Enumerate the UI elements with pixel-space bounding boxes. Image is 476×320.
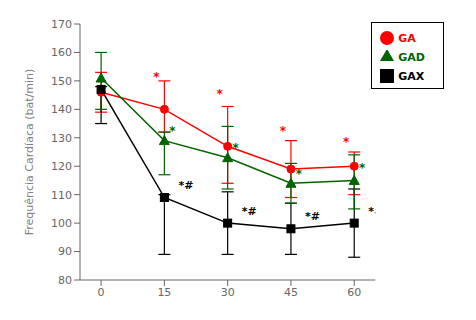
svg-text:60: 60 <box>347 286 361 299</box>
svg-text:150: 150 <box>51 75 72 88</box>
svg-text:140: 140 <box>51 103 72 116</box>
svg-text:130: 130 <box>51 132 72 145</box>
svg-text:90: 90 <box>58 245 72 258</box>
svg-text:120: 120 <box>51 160 72 173</box>
svg-text:0: 0 <box>98 286 105 299</box>
svg-text:*: * <box>280 124 287 138</box>
svg-text:45: 45 <box>284 286 298 299</box>
svg-text:160: 160 <box>51 46 72 59</box>
svg-text:110: 110 <box>51 189 72 202</box>
svg-text:30: 30 <box>221 286 235 299</box>
html-text:GAX: GAX <box>398 70 425 83</box>
svg-text:*: * <box>359 161 366 175</box>
svg-text:*: * <box>217 87 224 101</box>
svg-text:*: * <box>343 135 350 149</box>
svg-text:*: * <box>169 124 176 138</box>
svg-text:170: 170 <box>51 18 72 31</box>
svg-text:*#: *# <box>305 210 320 223</box>
html-text:GAD: GAD <box>398 51 425 64</box>
svg-text:100: 100 <box>51 217 72 230</box>
svg-text:15: 15 <box>157 286 171 299</box>
svg-text:*: * <box>296 167 303 181</box>
svg-text:*#: *# <box>368 205 375 218</box>
svg-text:*#: *# <box>178 179 193 192</box>
html-text:GA: GA <box>398 32 416 45</box>
svg-text:80: 80 <box>58 274 72 287</box>
svg-text:*#: *# <box>242 205 257 218</box>
svg-text:*: * <box>233 141 240 155</box>
svg-text:Frequência Cardíaca (bat/min): Frequência Cardíaca (bat/min) <box>23 69 36 236</box>
svg-text:*: * <box>153 70 160 84</box>
